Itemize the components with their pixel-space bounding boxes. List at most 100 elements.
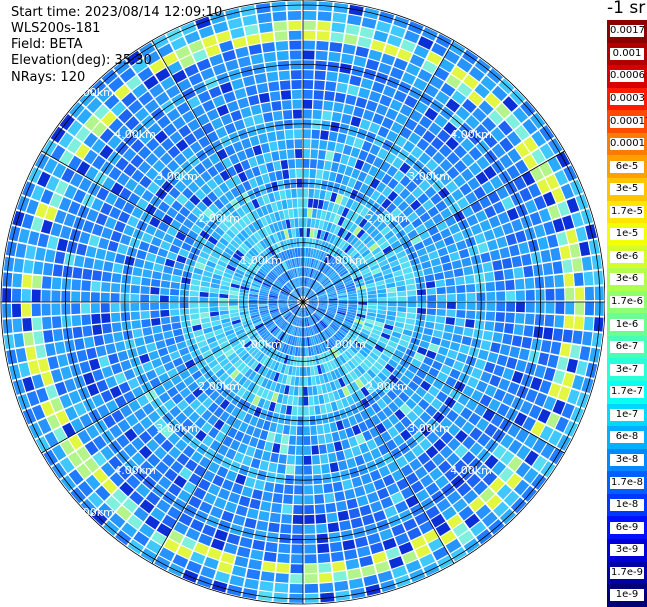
backscatter-gate: [480, 75, 497, 92]
backscatter-gate: [220, 285, 230, 291]
backscatter-gate: [191, 224, 202, 235]
backscatter-gate: [384, 230, 395, 240]
backscatter-gate: [411, 358, 422, 368]
backscatter-gate: [485, 281, 496, 292]
backscatter-gate: [31, 185, 45, 201]
backscatter-gate: [228, 336, 238, 344]
backscatter-gate: [482, 262, 493, 273]
backscatter-gate: [465, 191, 478, 205]
backscatter-gate: [184, 63, 199, 77]
backscatter-gate: [290, 315, 296, 324]
backscatter-gate: [318, 294, 327, 298]
backscatter-gate: [573, 272, 584, 287]
backscatter-gate: [268, 298, 278, 301]
backscatter-gate: [166, 159, 180, 173]
backscatter-gate: [271, 327, 280, 335]
backscatter-gate: [256, 272, 265, 280]
backscatter-gate: [238, 495, 251, 507]
backscatter-gate: [217, 488, 231, 501]
backscatter-gate: [263, 112, 274, 123]
backscatter-gate: [470, 521, 487, 537]
backscatter-gate: [319, 582, 334, 593]
backscatter-gate: [413, 45, 430, 59]
backscatter-gate: [76, 243, 88, 256]
backscatter-gate: [442, 262, 453, 272]
colorbar-tick-label: 1e-5: [610, 228, 644, 241]
range-ring-label: 4.00km: [450, 464, 492, 477]
backscatter-gate: [371, 328, 382, 336]
backscatter-gate: [477, 242, 489, 254]
backscatter-gate: [84, 457, 99, 473]
backscatter-gate: [268, 223, 276, 234]
backscatter-gate: [280, 444, 288, 455]
backscatter-gate: [360, 386, 370, 397]
backscatter-gate: [188, 495, 202, 509]
backscatter-gate: [282, 322, 289, 331]
backscatter-gate: [351, 168, 361, 179]
backscatter-gate: [440, 228, 452, 239]
backscatter-gate: [176, 101, 191, 115]
backscatter-gate: [293, 208, 299, 218]
backscatter-gate: [219, 293, 229, 299]
backscatter-gate: [369, 379, 379, 390]
backscatter-gate: [237, 410, 247, 421]
backscatter-gate: [548, 204, 561, 220]
backscatter-gate: [141, 277, 151, 286]
backscatter-gate: [251, 198, 260, 209]
backscatter-gate: [300, 317, 303, 327]
backscatter-gate: [274, 211, 281, 222]
backscatter-gate: [289, 345, 294, 356]
backscatter-gate: [283, 312, 292, 319]
backscatter-gate: [275, 280, 283, 287]
backscatter-gate: [351, 424, 362, 436]
backscatter-gate: [96, 379, 109, 393]
backscatter-gate: [191, 319, 201, 326]
backscatter-gate: [431, 232, 443, 243]
backscatter-gate: [358, 218, 368, 228]
backscatter-gate: [95, 248, 107, 260]
backscatter-gate: [314, 405, 321, 415]
backscatter-gate: [263, 51, 277, 63]
backscatter-gate: [303, 307, 306, 317]
backscatter-gate: [337, 307, 347, 311]
backscatter-gate: [308, 300, 318, 302]
colorbar-swatch: 6e-7: [607, 335, 647, 359]
backscatter-gate: [72, 267, 83, 279]
backscatter-gate: [134, 337, 145, 347]
backscatter-gate: [393, 349, 405, 359]
backscatter-gate: [436, 309, 446, 317]
backscatter-gate: [484, 384, 497, 398]
backscatter-gate: [125, 178, 138, 192]
backscatter-gate: [297, 267, 301, 277]
backscatter-gate: [376, 410, 388, 422]
backscatter-gate: [280, 307, 289, 313]
backscatter-gate: [330, 551, 344, 562]
backscatter-gate: [314, 335, 319, 345]
backscatter-gate: [107, 353, 119, 365]
backscatter-gate: [475, 464, 490, 479]
backscatter-gate: [396, 285, 406, 292]
backscatter-gate: [136, 249, 147, 260]
backscatter-gate: [326, 222, 333, 232]
backscatter-gate: [130, 294, 140, 302]
backscatter-gate: [174, 180, 187, 193]
backscatter-gate: [91, 394, 105, 408]
backscatter-gate: [424, 321, 435, 329]
backscatter-gate: [211, 345, 221, 354]
backscatter-gate: [298, 218, 303, 228]
backscatter-gate: [278, 320, 286, 328]
backscatter-gate: [365, 279, 375, 285]
backscatter-gate: [304, 544, 317, 554]
backscatter-gate: [403, 386, 415, 398]
backscatter-gate: [286, 199, 293, 209]
backscatter-gate: [441, 506, 457, 521]
backscatter-gate: [91, 198, 104, 212]
backscatter-gate: [201, 422, 213, 434]
backscatter-gate: [426, 431, 440, 445]
backscatter-gate: [288, 269, 294, 279]
backscatter-gate: [53, 427, 68, 443]
backscatter-gate: [288, 302, 298, 305]
backscatter-gate: [182, 569, 199, 583]
backscatter-gate: [515, 278, 525, 290]
backscatter-gate: [230, 312, 240, 318]
